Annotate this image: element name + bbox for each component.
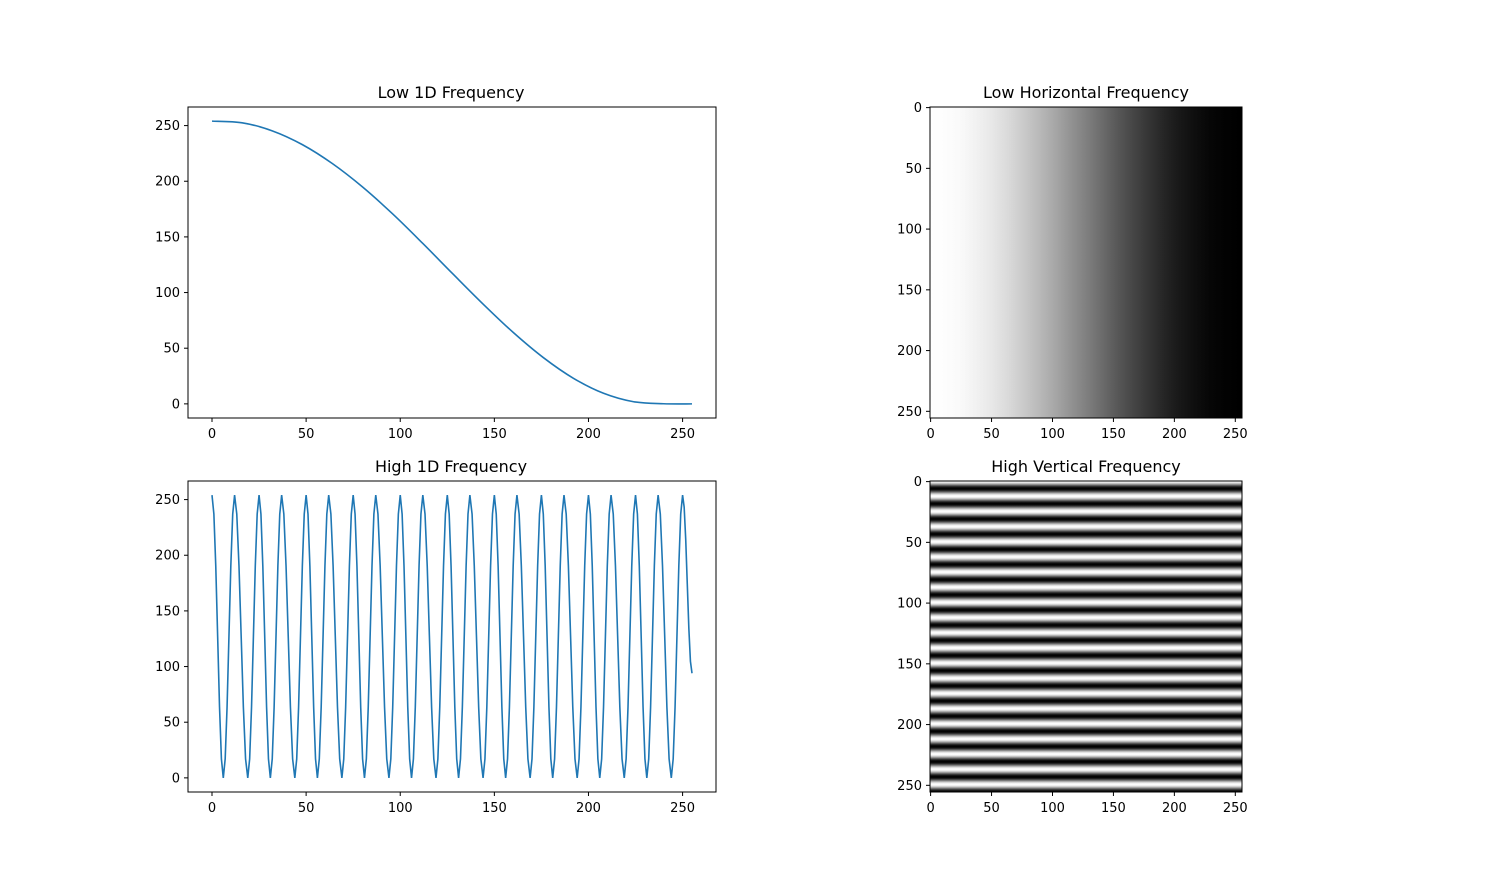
- series-line: [211, 495, 693, 778]
- y-tick-label: 0: [172, 771, 180, 786]
- y-tick-label: 0: [172, 397, 180, 412]
- panel-low-horizontal-frequency: Low Horizontal Frequency 0 50 100 150 200 250…: [897, 83, 1248, 442]
- panel-high-1d-frequency: High 1D Frequency 0 50 100 150 200 250 0 50 100 1…: [155, 457, 717, 816]
- x-tick-label: 100: [1040, 427, 1065, 442]
- x-tick-label: 200: [576, 801, 601, 816]
- x-tick-label: 150: [482, 801, 507, 816]
- chart-title: High Vertical Frequency: [991, 457, 1181, 476]
- axis-ticks: 0 50 100 150 200 250 0 50 100 150 200 250: [897, 101, 1248, 442]
- y-tick-label: 150: [155, 604, 180, 619]
- y-tick-label: 50: [905, 536, 922, 551]
- x-tick-label: 150: [1101, 801, 1126, 816]
- x-tick-label: 200: [576, 427, 601, 442]
- x-tick-label: 200: [1162, 801, 1187, 816]
- x-tick-label: 50: [298, 801, 315, 816]
- chart-title: Low 1D Frequency: [378, 83, 525, 102]
- y-tick-label: 100: [155, 660, 180, 675]
- y-tick-label: 250: [155, 493, 180, 508]
- heatmap-image: [930, 481, 1242, 792]
- x-tick-label: 150: [1101, 427, 1126, 442]
- y-tick-label: 100: [155, 286, 180, 301]
- x-tick-label: 0: [926, 427, 934, 442]
- image-frame: [929, 106, 1243, 419]
- x-tick-label: 150: [482, 427, 507, 442]
- x-tick-label: 100: [388, 427, 413, 442]
- plot-frame: [187, 106, 717, 419]
- panel-high-vertical-frequency: High Vertical Frequency 0 50 100 150 200 2500…: [897, 457, 1248, 816]
- axis-ticks: 0 50 100 150 200 250 0 50 100 150 200 250: [155, 119, 695, 442]
- y-tick-label: 200: [897, 718, 922, 733]
- x-tick-label: 50: [983, 427, 1000, 442]
- x-tick-label: 200: [1162, 427, 1187, 442]
- y-tick-label: 0: [914, 475, 922, 490]
- y-tick-label: 200: [155, 549, 180, 564]
- x-tick-label: 0: [926, 801, 934, 816]
- x-tick-label: 250: [670, 427, 695, 442]
- y-tick-label: 150: [897, 657, 922, 672]
- y-tick-label: 100: [897, 223, 922, 238]
- series-line: [211, 120, 693, 405]
- chart-title: Low Horizontal Frequency: [983, 83, 1189, 102]
- y-tick-label: 250: [155, 119, 180, 134]
- axis-ticks: 0 50 100 150 200 250 0 50 100 150 200 250: [155, 493, 695, 816]
- x-tick-label: 0: [208, 427, 216, 442]
- x-tick-label: 250: [670, 801, 695, 816]
- y-tick-label: 200: [897, 344, 922, 359]
- axis-ticks: 0 50 100 150 200 250 0 50 100 150 200 250: [897, 475, 1248, 816]
- x-tick-label: 100: [1040, 801, 1065, 816]
- x-tick-label: 50: [983, 801, 1000, 816]
- panel-low-1d-frequency: Low 1D Frequency 0 50 100 150 200 250 0 50 100 15…: [155, 83, 717, 442]
- y-tick-label: 50: [163, 716, 180, 731]
- plot-frame: [187, 480, 717, 793]
- y-tick-label: 200: [155, 175, 180, 190]
- chart-title: High 1D Frequency: [375, 457, 527, 476]
- y-tick-label: 150: [897, 283, 922, 298]
- y-tick-label: 100: [897, 597, 922, 612]
- y-tick-label: 50: [163, 342, 180, 357]
- y-tick-label: 150: [155, 230, 180, 245]
- y-tick-label: 250: [897, 779, 922, 794]
- heatmap-image: [930, 107, 1242, 418]
- x-tick-label: 50: [298, 427, 315, 442]
- x-tick-label: 0: [208, 801, 216, 816]
- image-frame: [929, 480, 1243, 793]
- x-tick-label: 100: [388, 801, 413, 816]
- x-tick-label: 250: [1223, 801, 1248, 816]
- y-tick-label: 250: [897, 405, 922, 420]
- y-tick-label: 50: [905, 162, 922, 177]
- x-tick-label: 250: [1223, 427, 1248, 442]
- y-tick-label: 0: [914, 101, 922, 116]
